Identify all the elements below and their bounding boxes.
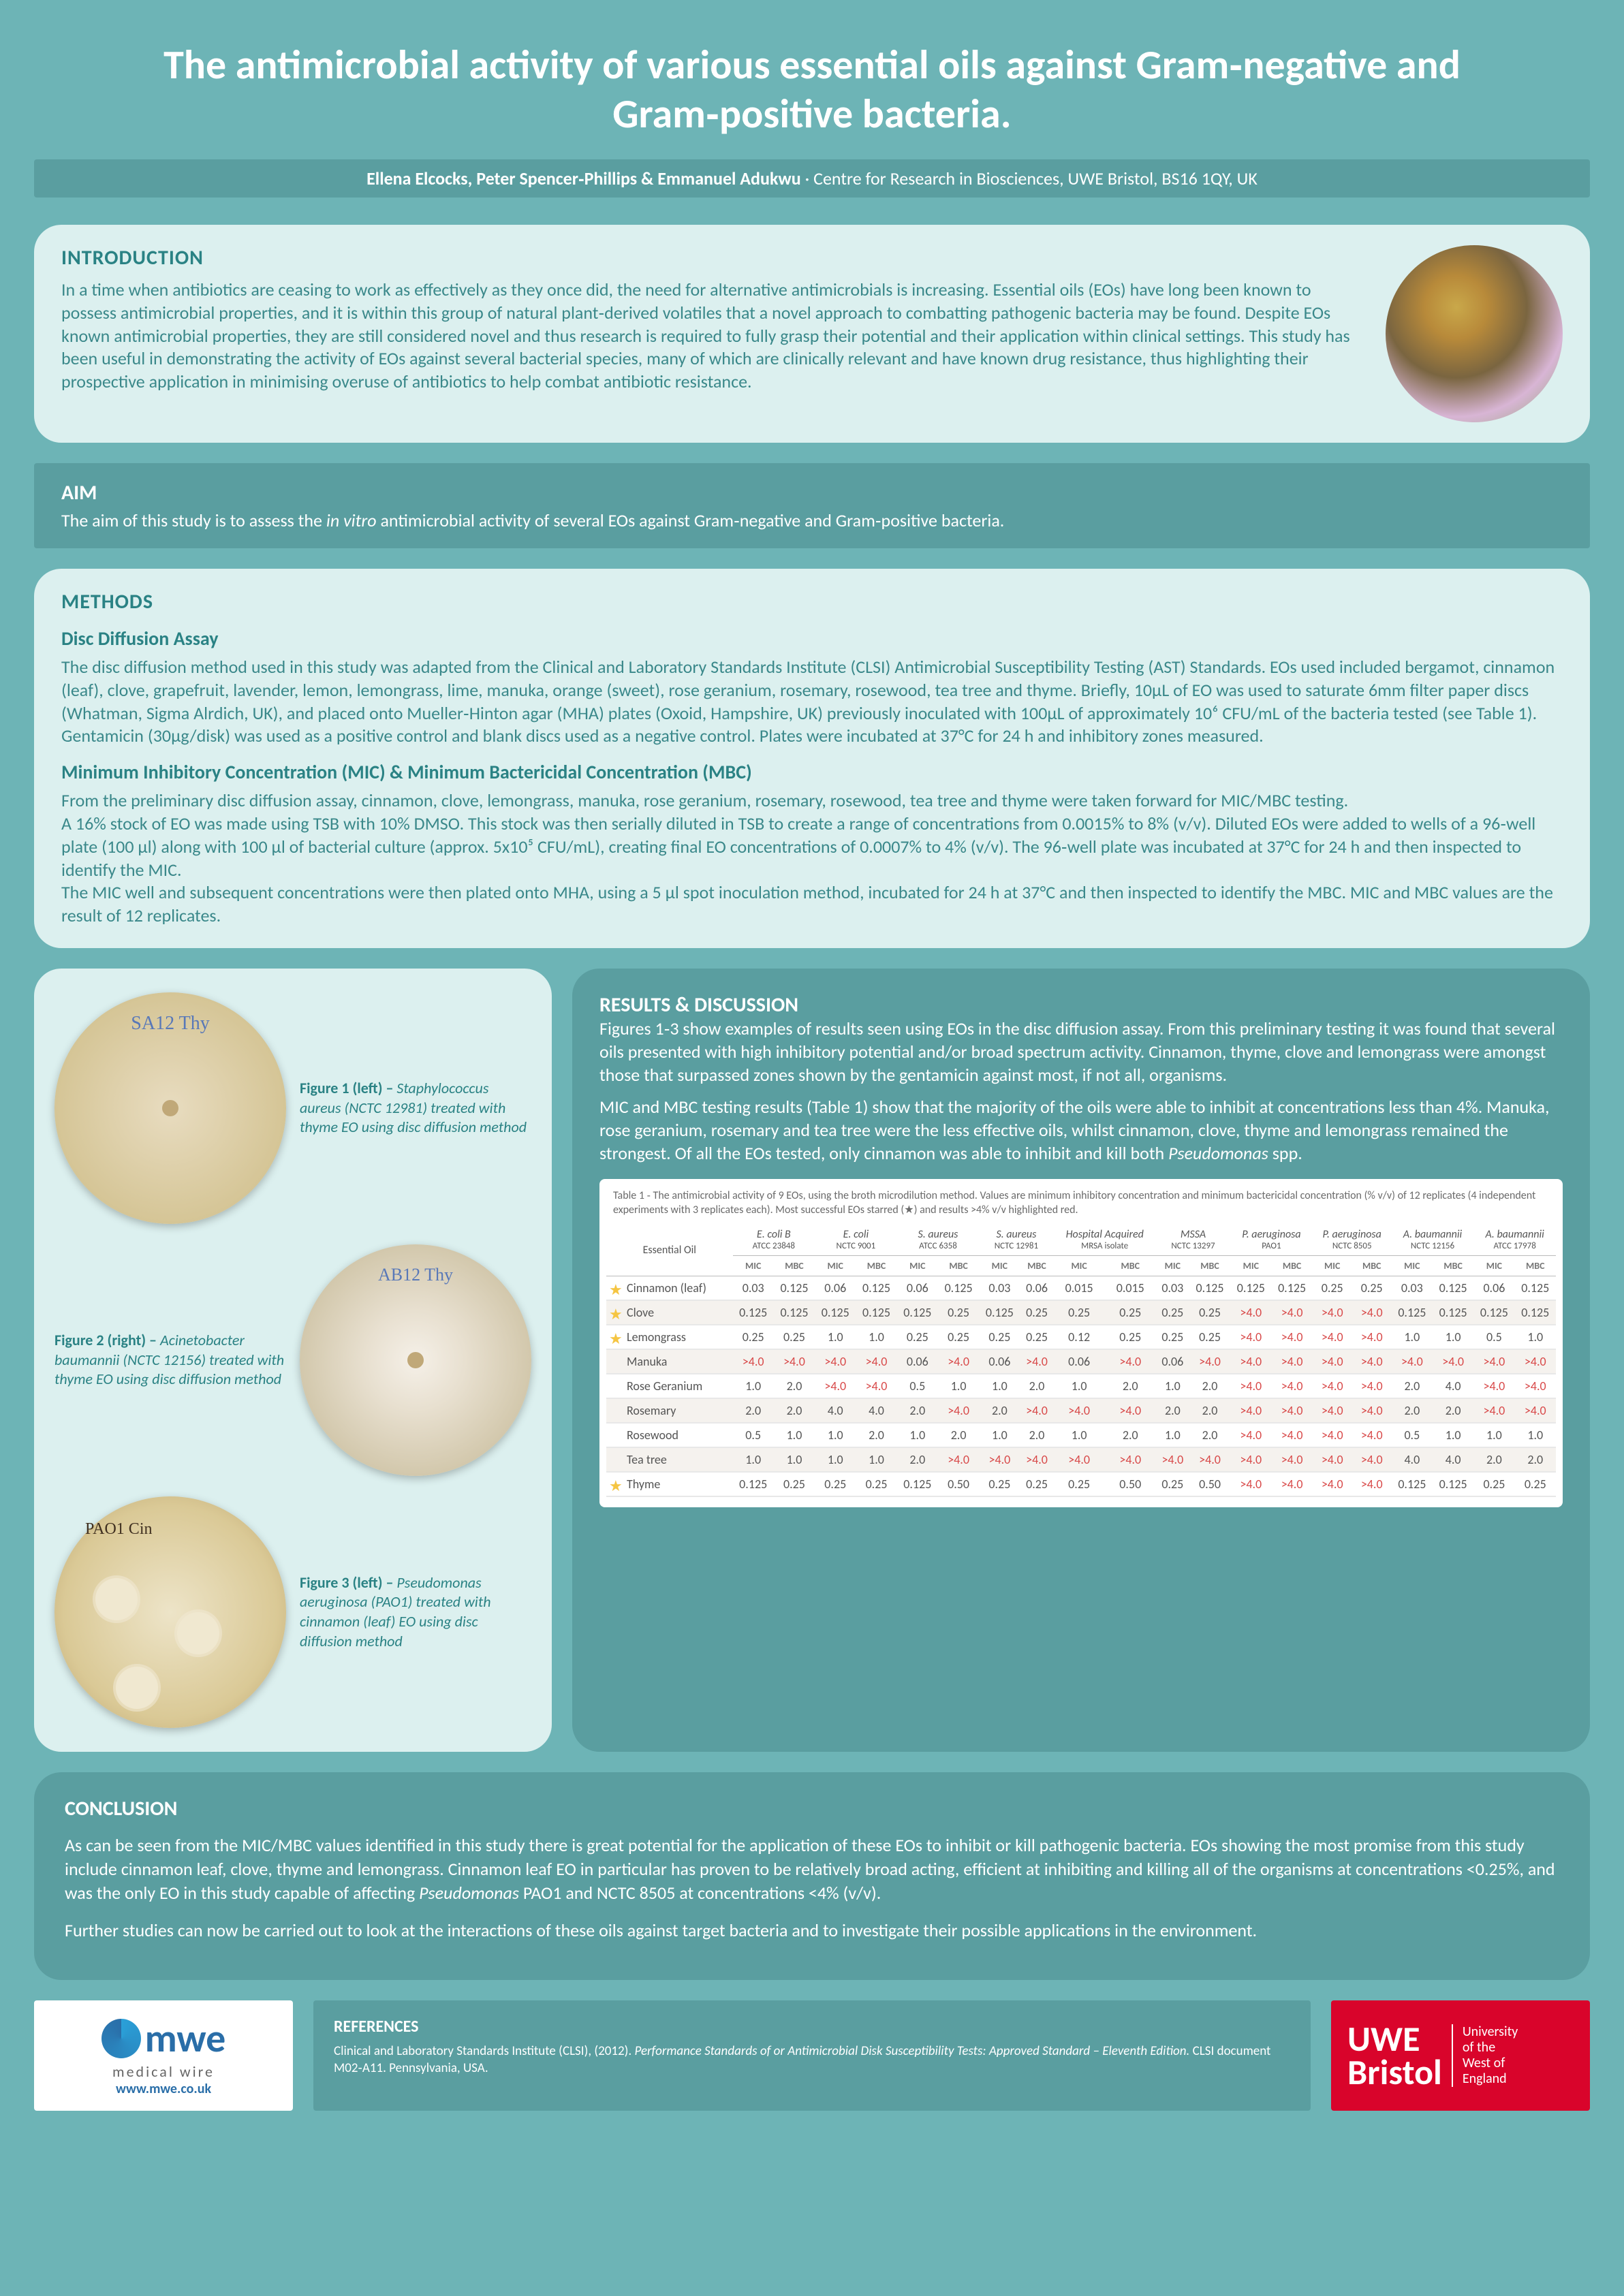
mwe-subtitle: medical wire: [112, 2062, 215, 2081]
uwe-small: University of the West of England: [1452, 2024, 1518, 2087]
mwe-url: www.mwe.co.uk: [116, 2081, 211, 2097]
methods-heading: METHODS: [61, 589, 1563, 614]
figure-1-dish: [54, 992, 286, 1224]
results-heading: RESULTS & DISCUSSION: [599, 992, 1563, 1018]
references-panel: REFERENCES Clinical and Laboratory Stand…: [313, 2000, 1311, 2111]
figures-panel: Figure 1 (left) – Staphylococcus aureus …: [34, 969, 552, 1752]
table-row: Manuka>4.0>4.0>4.0>4.00.06>4.00.06>4.00.…: [606, 1349, 1556, 1374]
conclusion-panel: CONCLUSION As can be seen from the MIC/M…: [34, 1772, 1590, 1980]
results-panel: RESULTS & DISCUSSION Figures 1‑3 show ex…: [572, 969, 1590, 1752]
table-row: Clove0.1250.1250.1250.1250.1250.250.1250…: [606, 1300, 1556, 1325]
mwe-swirl-icon: [102, 2019, 141, 2058]
figure-3-dish: [54, 1496, 286, 1728]
mwe-logo: mwe medical wire www.mwe.co.uk: [34, 2000, 293, 2111]
table-1-container: Table 1 ‑ The antimicrobial activity of …: [599, 1179, 1563, 1508]
table-row: Rose Geranium1.02.0>4.0>4.00.51.01.02.01…: [606, 1374, 1556, 1398]
uwe-big: UWE Bristol: [1347, 2022, 1442, 2090]
table-row: Lemongrass0.250.251.01.00.250.250.250.25…: [606, 1325, 1556, 1349]
figure-1-caption: Figure 1 (left) – Staphylococcus aureus …: [300, 1079, 531, 1137]
conclusion-p1: As can be seen from the MIC/MBC values i…: [65, 1834, 1559, 1905]
table-row: Thyme0.1250.250.250.250.1250.500.250.250…: [606, 1472, 1556, 1496]
uwe-logo: UWE Bristol University of the West of En…: [1331, 2000, 1590, 2111]
table-1: Essential OilE. coli BATCC 23848E. coliN…: [606, 1224, 1556, 1497]
figure-2-dish: [300, 1244, 531, 1476]
figure-2-caption: Figure 2 (right) – Acinetobacter baumann…: [54, 1331, 286, 1389]
author-names: Ellena Elcocks, Peter Spencer‑Phillips &…: [366, 168, 801, 189]
references-heading: REFERENCES: [334, 2017, 1290, 2036]
figure-3-caption: Figure 3 (left) – Pseudomonas aeruginosa…: [300, 1573, 531, 1651]
introduction-panel: INTRODUCTION In a time when antibiotics …: [34, 225, 1590, 443]
conclusion-heading: CONCLUSION: [65, 1796, 1559, 1821]
table-row: Rosewood0.51.01.02.01.02.01.02.01.02.01.…: [606, 1423, 1556, 1447]
table-1-caption: Table 1 ‑ The antimicrobial activity of …: [606, 1189, 1556, 1218]
intro-body: In a time when antibiotics are ceasing t…: [61, 279, 1365, 394]
methods-sub1-body: The disc diffusion method used in this s…: [61, 656, 1563, 748]
table-row: Rosemary2.02.04.04.02.0>4.02.0>4.0>4.0>4…: [606, 1398, 1556, 1423]
table-row: Cinnamon (leaf)0.030.1250.060.1250.060.1…: [606, 1276, 1556, 1301]
references-text: Clinical and Laboratory Standards Instit…: [334, 2043, 1290, 2077]
aim-panel: AIM The aim of this study is to assess t…: [34, 463, 1590, 548]
methods-sub2-title: Minimum Inhibitory Concentration (MIC) &…: [61, 760, 1563, 784]
methods-sub1-title: Disc Diffusion Assay: [61, 627, 1563, 650]
conclusion-p2: Further studies can now be carried out t…: [65, 1919, 1559, 1943]
methods-panel: METHODS Disc Diffusion Assay The disc di…: [34, 569, 1590, 948]
author-bar: Ellena Elcocks, Peter Spencer‑Phillips &…: [34, 159, 1590, 198]
results-p1: Figures 1‑3 show examples of results see…: [599, 1018, 1563, 1086]
footer-row: mwe medical wire www.mwe.co.uk REFERENCE…: [34, 2000, 1590, 2111]
aim-heading: AIM: [61, 480, 1563, 505]
results-p2: MIC and MBC testing results (Table 1) sh…: [599, 1096, 1563, 1165]
methods-sub2-body: From the preliminary disc diffusion assa…: [61, 789, 1563, 928]
poster-title: The antimicrobial activity of various es…: [34, 27, 1590, 159]
author-affiliation: · Centre for Research in Biosciences, UW…: [801, 168, 1258, 189]
aim-text: The aim of this study is to assess the i…: [61, 509, 1563, 531]
table-row: Tea tree1.01.01.01.02.0>4.0>4.0>4.0>4.0>…: [606, 1447, 1556, 1472]
intro-heading: INTRODUCTION: [61, 245, 1365, 270]
essential-oils-photo: [1386, 245, 1563, 422]
